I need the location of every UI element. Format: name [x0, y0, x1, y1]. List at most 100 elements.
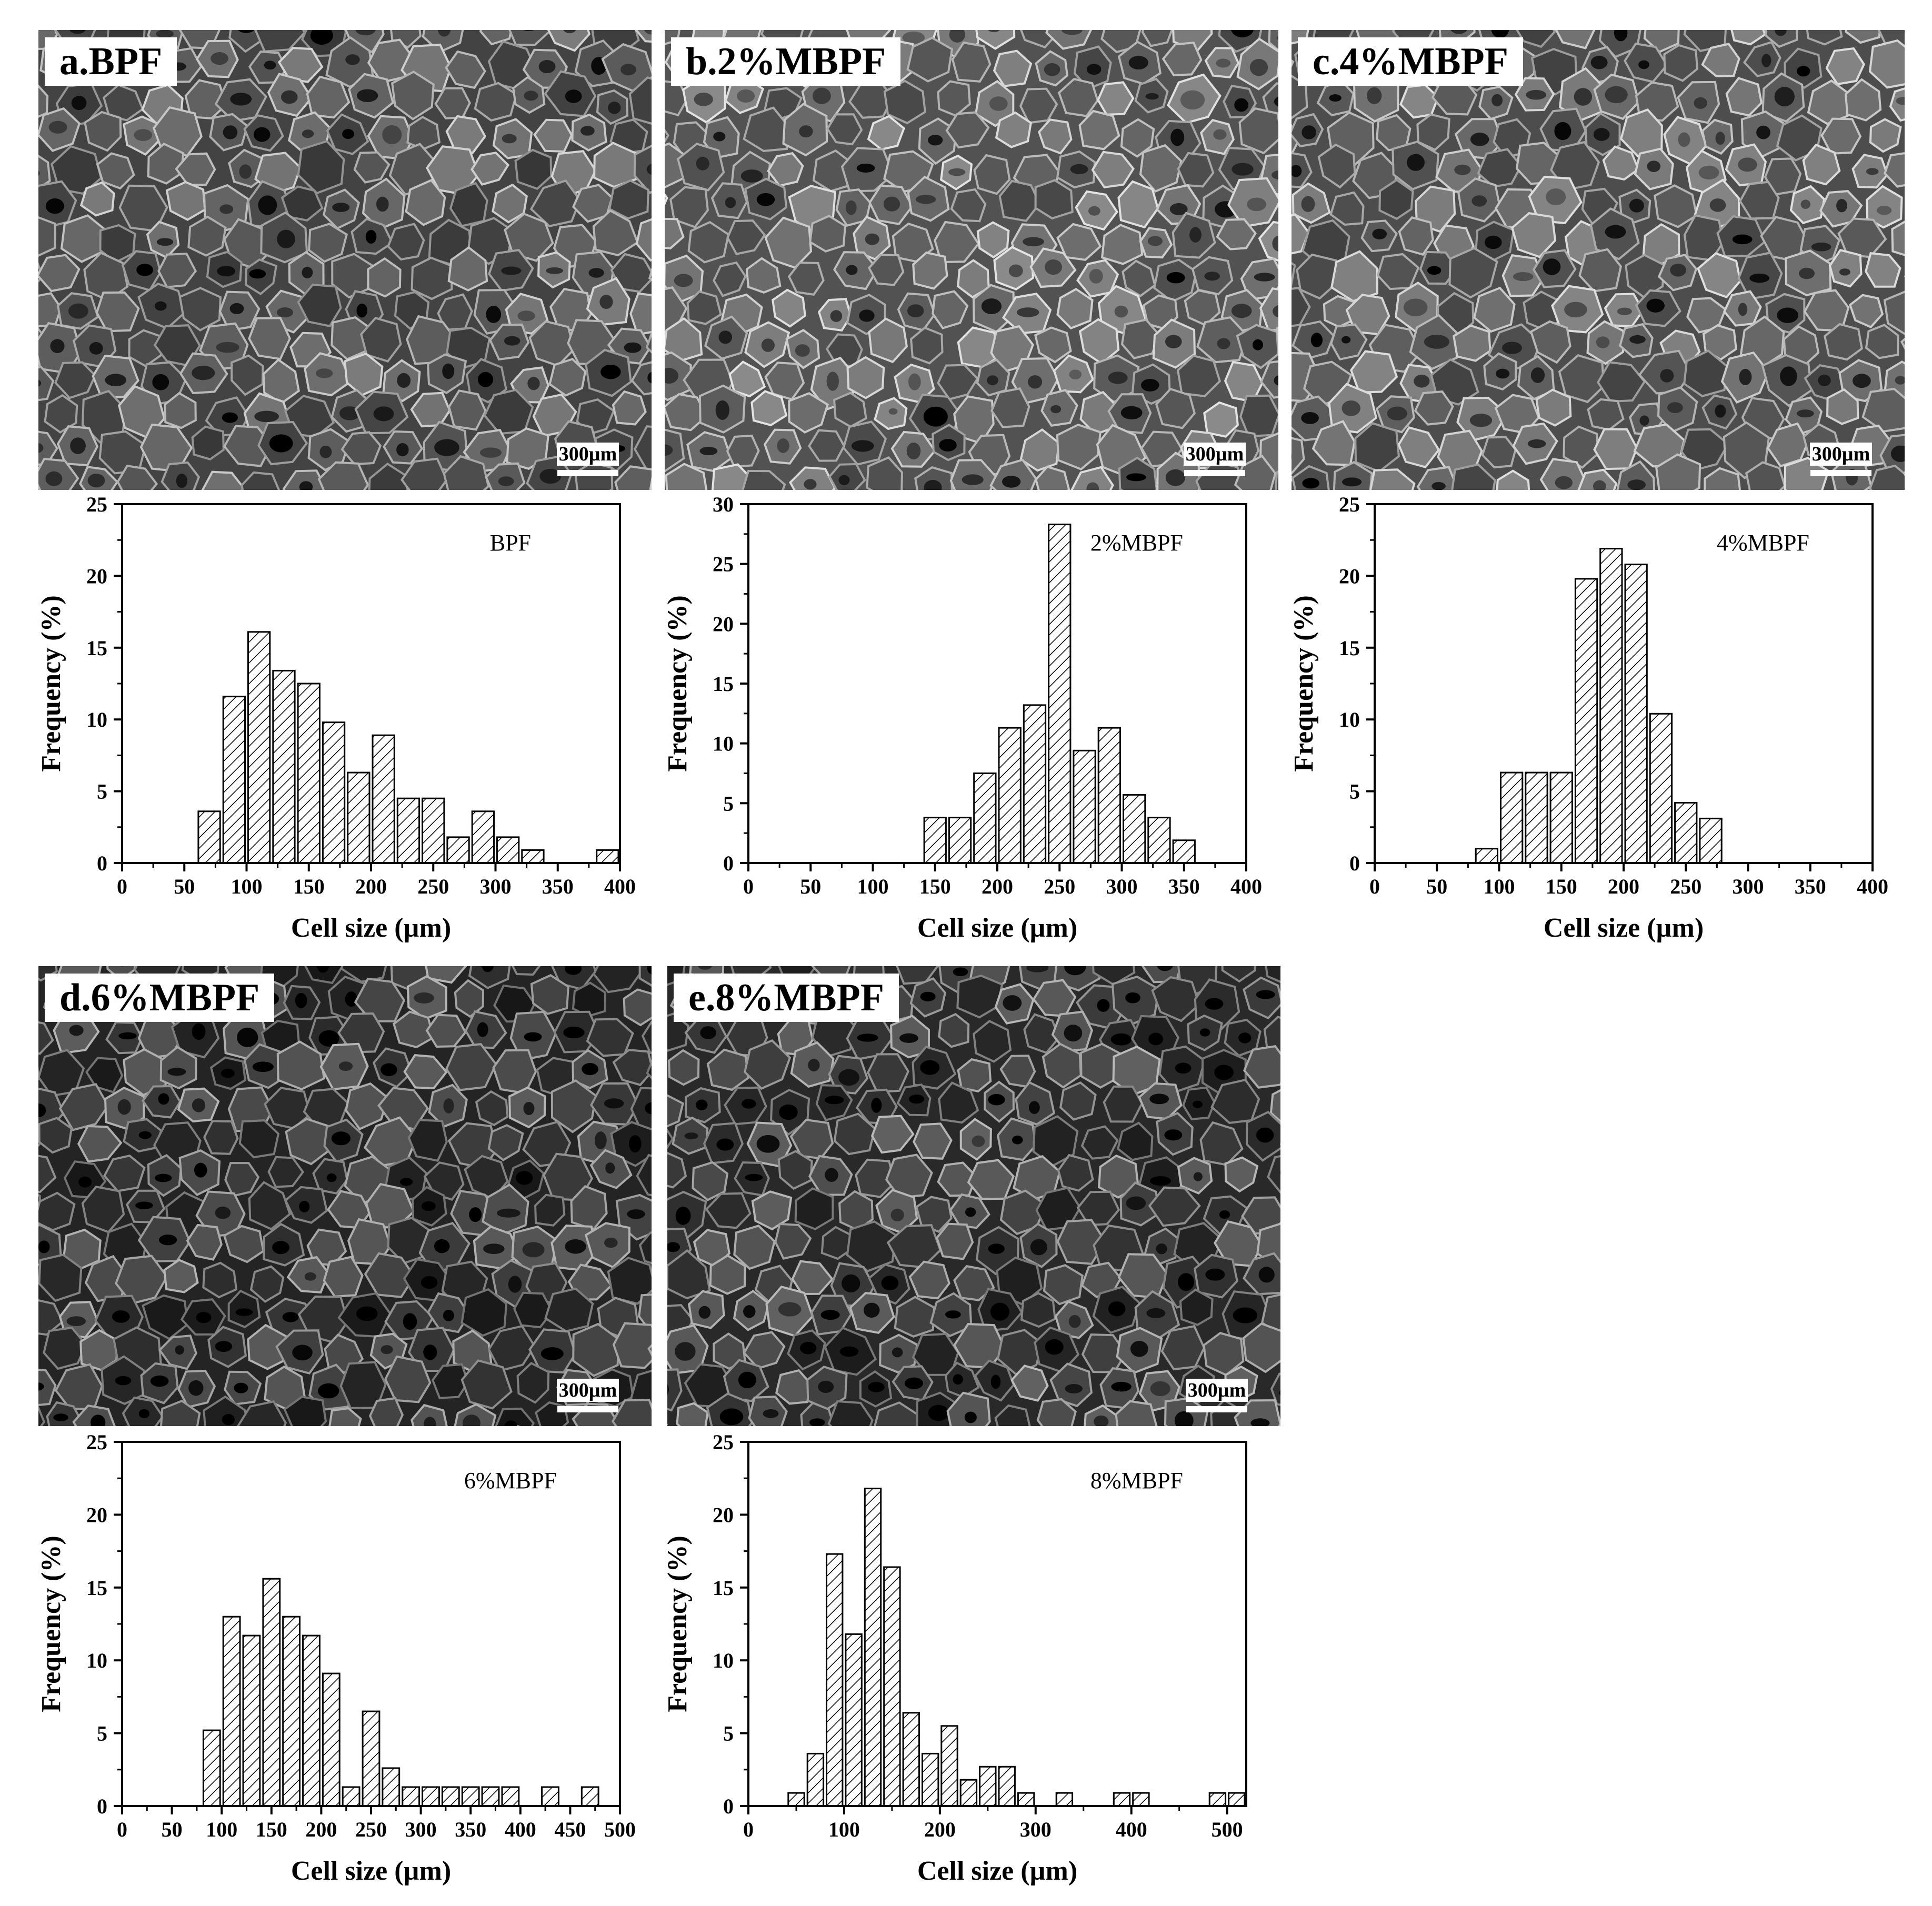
x-tick-label: 350	[1795, 875, 1826, 898]
x-tick-label: 400	[604, 875, 636, 898]
x-tick-label: 400	[505, 1818, 536, 1841]
histogram-bar	[501, 1786, 520, 1807]
histogram-6-mbpf: 0 50 100 150 200 250 300 350 400 450 500 0 5 10 15 20 25…	[0, 1430, 647, 1901]
histogram-bar	[1172, 839, 1196, 864]
y-tick-label: 25	[1339, 493, 1360, 516]
histogram-bar	[806, 1752, 825, 1807]
histogram-bar	[382, 1767, 401, 1807]
histogram-bar	[461, 1786, 480, 1807]
histogram-bar	[845, 1633, 863, 1807]
sem-image-a: a.BPF 300µm	[38, 30, 652, 490]
histogram-bar	[1113, 1792, 1131, 1807]
y-axis-label: Frequency (%)	[36, 595, 66, 772]
histogram-bar	[1023, 704, 1047, 864]
x-tick-label: 200	[305, 1818, 337, 1841]
histogram-bar	[826, 1553, 844, 1807]
x-tick-label: 100	[206, 1818, 237, 1841]
x-tick-label: 250	[417, 875, 449, 898]
histogram-bar	[262, 1578, 281, 1807]
x-axis-label: Cell size (µm)	[1544, 913, 1704, 943]
histogram-bar	[322, 1672, 341, 1807]
histogram-2-mbpf: 0 50 100 150 200 250 300 350 400 0 5 10 15 20 25 30 Cell…	[626, 493, 1274, 958]
histogram-bar	[222, 1616, 241, 1807]
x-tick-label: 50	[162, 1818, 183, 1841]
sem-image-d: d.6%MBPF 300µm	[38, 966, 652, 1426]
x-tick-label: 300	[480, 875, 512, 898]
histogram-bar	[1228, 1792, 1246, 1807]
y-tick-label: 25	[713, 1430, 734, 1454]
scale-bar: 300µm	[554, 1379, 622, 1412]
y-tick-label: 15	[713, 672, 734, 696]
histogram-bar	[481, 1786, 500, 1807]
plot-frame	[1374, 503, 1874, 864]
x-tick-label: 300	[1733, 875, 1764, 898]
scale-bar-line	[1186, 1406, 1247, 1412]
x-axis-label: Cell size (µm)	[917, 913, 1077, 943]
histogram-bar	[948, 817, 972, 864]
panel-label: c.4%MBPF	[1298, 37, 1523, 86]
histogram-bar	[923, 817, 947, 864]
scale-bar: 300µm	[1807, 443, 1875, 476]
x-tick-label: 400	[1230, 875, 1262, 898]
histogram-bar	[1649, 713, 1673, 864]
histogram-bar	[441, 1786, 460, 1807]
panel-label: d.6%MBPF	[45, 974, 275, 1022]
y-axis-label: Frequency (%)	[1289, 595, 1319, 772]
histogram-bar	[973, 773, 997, 864]
scale-bar-label: 300µm	[1183, 443, 1246, 466]
x-tick-label: 400	[1116, 1818, 1147, 1841]
histogram-bar	[1525, 771, 1548, 864]
histogram-bar	[422, 797, 445, 864]
histogram-bar	[446, 836, 470, 864]
x-tick-label: 200	[1608, 875, 1639, 898]
x-tick-label: 150	[293, 875, 325, 898]
y-tick-label: 0	[723, 851, 734, 875]
histogram-bar	[864, 1488, 882, 1807]
legend-label: 6%MBPF	[464, 1468, 557, 1493]
histogram-4-mbpf: 0 50 100 150 200 250 300 350 400 0 5 10 15 20 25 Cell s…	[1253, 493, 1900, 958]
sem-image-b: b.2%MBPF 300µm	[665, 30, 1278, 490]
y-axis-label: Frequency (%)	[663, 1536, 693, 1712]
x-tick-label: 0	[117, 1818, 127, 1841]
x-tick-label: 350	[542, 875, 574, 898]
scale-bar-label: 300µm	[556, 443, 619, 466]
histogram-bar	[541, 1786, 559, 1807]
x-tick-label: 0	[117, 875, 127, 898]
histogram-bar	[1055, 1792, 1074, 1807]
y-tick-label: 20	[86, 564, 107, 588]
y-tick-label: 20	[713, 612, 734, 636]
x-tick-label: 250	[355, 1818, 387, 1841]
histogram-bar	[1208, 1792, 1227, 1807]
histogram-bar	[197, 810, 221, 864]
scale-bar: 300µm	[554, 443, 622, 476]
x-tick-label: 400	[1857, 875, 1888, 898]
histogram-bar	[596, 849, 619, 864]
y-axis-label: Frequency (%)	[36, 1536, 66, 1712]
histogram-bar	[1097, 727, 1122, 864]
plot-frame	[121, 503, 621, 864]
y-tick-label: 0	[723, 1794, 734, 1818]
x-tick-label: 100	[231, 875, 263, 898]
y-tick-label: 0	[97, 1794, 107, 1818]
histogram-bar	[1073, 749, 1096, 864]
histogram-bar	[521, 849, 545, 864]
x-axis-label: Cell size (µm)	[291, 913, 451, 943]
histogram-bar	[202, 1729, 221, 1807]
sem-image-c: c.4%MBPF 300µm	[1292, 30, 1905, 490]
plot-frame	[747, 1441, 1247, 1807]
y-tick-label: 10	[86, 708, 107, 731]
histogram-bar	[1123, 794, 1146, 864]
x-tick-label: 200	[355, 875, 387, 898]
x-tick-label: 350	[1168, 875, 1200, 898]
histogram-bar	[922, 1752, 939, 1807]
x-tick-label: 200	[924, 1818, 956, 1841]
y-tick-label: 25	[86, 1430, 107, 1454]
y-tick-label: 25	[86, 493, 107, 516]
histogram-bar	[1699, 817, 1723, 864]
legend-label: 8%MBPF	[1090, 1468, 1183, 1493]
x-tick-label: 300	[1020, 1818, 1052, 1841]
histogram-bar	[979, 1765, 997, 1807]
panel-label: a.BPF	[45, 37, 177, 86]
panel-label: e.8%MBPF	[674, 974, 899, 1022]
scale-bar-line	[557, 470, 618, 476]
